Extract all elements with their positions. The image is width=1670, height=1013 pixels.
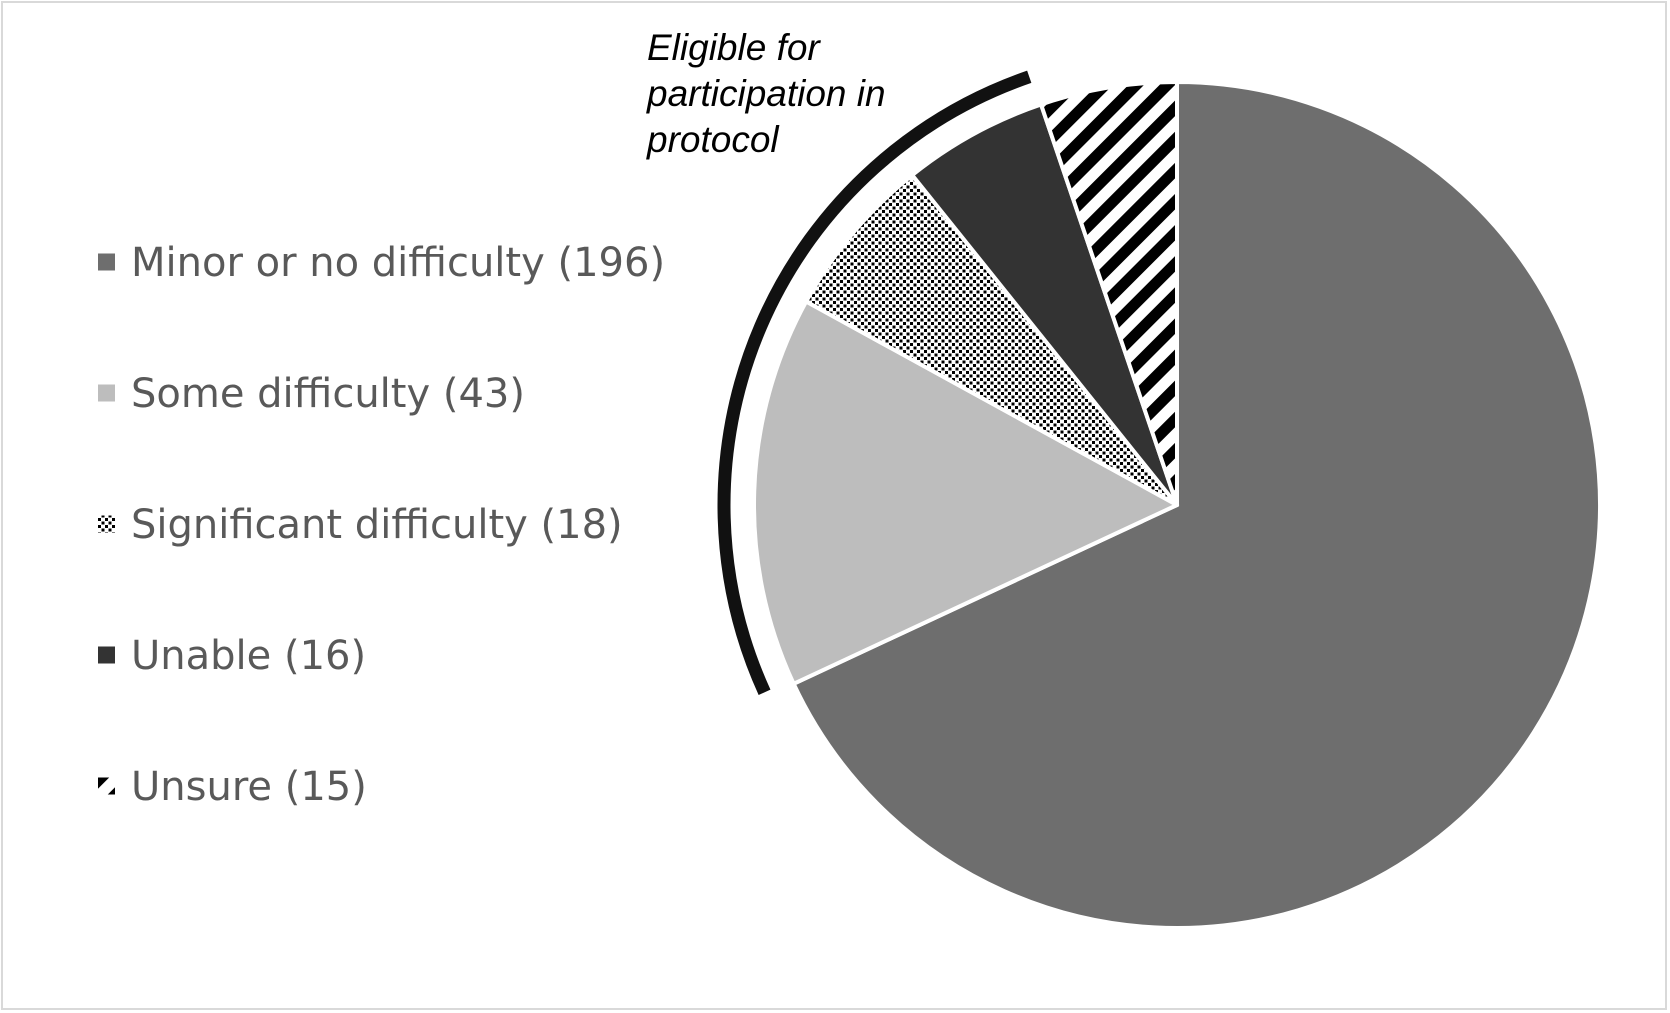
legend-label-unsure: Unsure (15) xyxy=(131,764,367,810)
annotation-line-3: protocol xyxy=(646,119,780,160)
eligibility-bracket xyxy=(717,70,1032,696)
annotation-line-1: Eligible for xyxy=(647,27,821,68)
legend-label-minor-or-no-difficulty: Minor or no difficulty (196) xyxy=(131,240,665,286)
legend-swatch-some-difficulty xyxy=(98,384,115,402)
pie-slice-unable xyxy=(910,102,1179,507)
legend-label-some-difficulty: Some difficulty (43) xyxy=(131,371,525,417)
pie-slice-some-difficulty xyxy=(752,299,1179,686)
pie-slice-minor-or-no-difficulty xyxy=(791,80,1602,930)
annotation-line-2: participation in xyxy=(646,73,886,114)
pie-slice-significant-difficulty xyxy=(804,173,1179,507)
eligibility-bracket-arc xyxy=(717,70,1032,696)
legend-swatch-unsure xyxy=(98,777,115,795)
pie-slices xyxy=(752,80,1602,930)
legend-swatch-minor-or-no-difficulty xyxy=(98,253,115,271)
pie-slice-unsure xyxy=(1039,80,1179,507)
legend-label-unable: Unable (16) xyxy=(131,633,366,679)
legend-swatch-unable xyxy=(98,646,115,664)
legend-swatch-significant-difficulty xyxy=(98,515,115,533)
legend-label-significant-difficulty: Significant difficulty (18) xyxy=(131,502,623,548)
eligibility-annotation: Eligible for participation in protocol xyxy=(646,27,886,160)
legend: Minor or no difficulty (196) Some difficu… xyxy=(98,240,665,810)
